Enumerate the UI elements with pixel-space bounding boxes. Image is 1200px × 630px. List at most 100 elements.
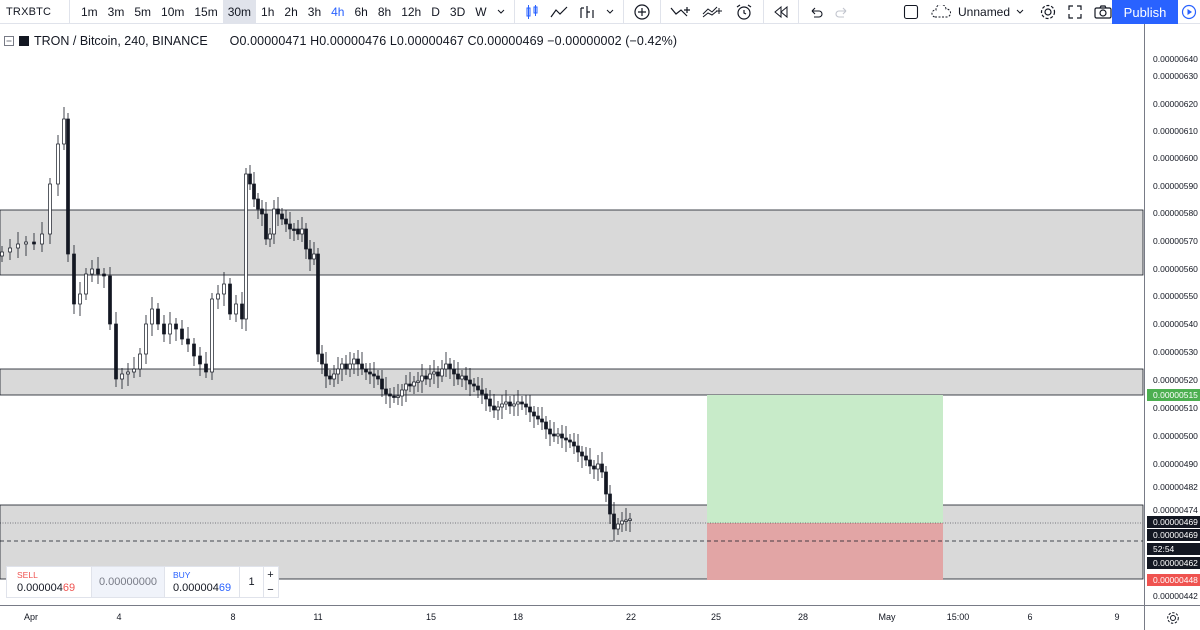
interval-6h[interactable]: 6h xyxy=(354,4,368,19)
candle-body xyxy=(388,393,392,397)
interval-d[interactable]: D xyxy=(431,4,440,19)
candle-body xyxy=(324,363,328,377)
candle-body xyxy=(174,323,178,330)
candle-body xyxy=(72,253,76,305)
interval-10m[interactable]: 10m xyxy=(161,4,185,19)
interval-5m[interactable]: 5m xyxy=(134,4,152,19)
time-tick: 11 xyxy=(313,612,323,622)
interval-2h[interactable]: 2h xyxy=(284,4,298,19)
interval-3d[interactable]: 3D xyxy=(449,4,466,19)
interval-1m[interactable]: 1m xyxy=(81,4,98,19)
candle-body xyxy=(304,228,308,250)
toolbar-divider xyxy=(797,0,799,24)
bar-style-icon[interactable] xyxy=(519,0,545,24)
candle-body xyxy=(432,371,436,375)
candle-body xyxy=(592,465,596,470)
candlestick-series xyxy=(0,107,632,541)
decrease-button[interactable]: − xyxy=(267,583,274,596)
symbol-search[interactable]: TRXBTC xyxy=(0,0,70,24)
price-label-tag: 0.00000462 xyxy=(1147,557,1200,569)
fullscreen-icon[interactable] xyxy=(1062,0,1088,24)
candle-body xyxy=(84,273,88,295)
time-tick: 15:00 xyxy=(946,612,970,622)
quantity-field[interactable]: 1 xyxy=(239,567,263,597)
collapse-icon[interactable] xyxy=(4,36,14,46)
candle-body xyxy=(532,411,536,417)
interval-30m[interactable]: 30m xyxy=(222,0,257,24)
interval-4h[interactable]: 4h xyxy=(331,4,345,19)
interval-3h[interactable]: 3h xyxy=(307,4,322,19)
candle-body xyxy=(132,368,136,373)
layout-name-button[interactable]: Unnamed xyxy=(924,0,1030,24)
candle-body xyxy=(468,379,472,385)
candle-body xyxy=(404,383,408,391)
candle-body xyxy=(40,233,44,245)
play-icon[interactable] xyxy=(1178,0,1200,24)
interval-w[interactable]: W xyxy=(475,4,487,19)
interval-15m[interactable]: 15m xyxy=(194,4,218,19)
candle-body xyxy=(584,455,588,461)
candle-body xyxy=(604,471,608,495)
alert-icon[interactable] xyxy=(729,0,759,24)
settings-icon[interactable] xyxy=(1034,0,1062,24)
supply-zone[interactable] xyxy=(0,209,1144,276)
candle-body xyxy=(256,198,260,210)
redo-icon[interactable] xyxy=(829,0,855,24)
candle-body xyxy=(616,523,620,530)
buy-price: 0.00000469 xyxy=(173,582,232,594)
candle-body xyxy=(288,223,292,230)
candle-body xyxy=(356,358,360,365)
checkbox-icon[interactable] xyxy=(898,0,924,24)
candle-body xyxy=(628,518,632,521)
candle-body xyxy=(620,520,624,525)
chevron-down-icon[interactable] xyxy=(601,0,619,24)
long-position-profit[interactable] xyxy=(707,395,943,523)
time-scale[interactable]: Apr 4 8 11 15 18 22 25 28 May 15:00 6 9 xyxy=(0,605,1144,630)
candle-body xyxy=(102,273,106,277)
chart-settings-icon[interactable] xyxy=(1144,605,1200,630)
candle-body xyxy=(16,243,20,249)
time-tick: 22 xyxy=(625,612,637,622)
price-scale[interactable]: 0.00000640 0.00000630 0.00000620 0.00000610… xyxy=(1144,24,1200,606)
buy-button[interactable]: BUY 0.00000469 xyxy=(165,567,239,597)
quantity-stepper: + − xyxy=(263,567,277,597)
candle-body xyxy=(420,375,424,382)
chevron-down-icon[interactable] xyxy=(492,0,510,24)
sell-button[interactable]: SELL 0.00000469 xyxy=(7,567,91,597)
price-tick: 0.00000610 xyxy=(1153,126,1198,136)
add-indicator-icon[interactable] xyxy=(628,0,656,24)
candle-body xyxy=(234,303,238,315)
candle-body xyxy=(192,343,196,357)
interval-8h[interactable]: 8h xyxy=(377,4,392,19)
price-tick: 0.00000630 xyxy=(1153,71,1198,81)
symbol-title[interactable]: TRON / Bitcoin, 240, BINANCE xyxy=(34,34,208,48)
long-position-loss[interactable] xyxy=(707,523,943,580)
price-tick: 0.00000520 xyxy=(1153,375,1198,385)
increase-button[interactable]: + xyxy=(267,568,274,581)
resistance-zone[interactable] xyxy=(0,368,1144,396)
candle-body xyxy=(480,389,484,395)
replay-icon[interactable] xyxy=(768,0,794,24)
publish-button[interactable]: Publish xyxy=(1112,0,1178,24)
candle-body xyxy=(372,373,376,377)
interval-3m[interactable]: 3m xyxy=(107,4,125,19)
candle-body xyxy=(452,368,456,375)
interval-1h[interactable]: 1h xyxy=(261,4,275,19)
undo-icon[interactable] xyxy=(803,0,829,24)
compare-icon[interactable] xyxy=(545,0,573,24)
interval-12h[interactable]: 12h xyxy=(401,4,422,19)
candle-body xyxy=(316,253,320,355)
candle-body xyxy=(424,375,428,380)
price-tick: 0.00000640 xyxy=(1153,54,1198,64)
time-tick: May xyxy=(878,612,896,622)
financials-icon[interactable] xyxy=(665,0,697,24)
candle-body xyxy=(548,428,552,435)
indicators-icon[interactable] xyxy=(573,0,601,24)
candle-body xyxy=(556,433,560,437)
candle-body xyxy=(464,375,468,381)
candle-body xyxy=(32,241,36,245)
chart-pane[interactable] xyxy=(0,24,1144,605)
price-tick: 0.00000620 xyxy=(1153,99,1198,109)
camera-icon[interactable] xyxy=(1088,0,1118,24)
templates-icon[interactable] xyxy=(697,0,729,24)
